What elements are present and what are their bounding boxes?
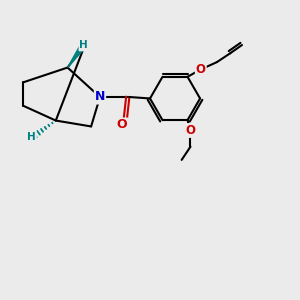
Polygon shape bbox=[68, 45, 84, 68]
Text: O: O bbox=[117, 118, 127, 131]
Text: O: O bbox=[196, 63, 206, 76]
Text: H: H bbox=[27, 132, 36, 142]
Text: N: N bbox=[95, 91, 105, 103]
Text: O: O bbox=[185, 124, 196, 137]
Text: H: H bbox=[80, 40, 88, 50]
